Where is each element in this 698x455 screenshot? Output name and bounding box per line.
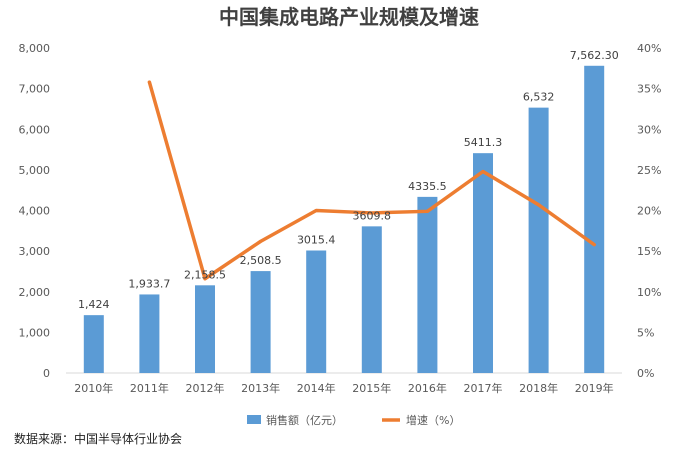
growth-point — [537, 203, 541, 207]
bar-data-label: 4335.5 — [408, 180, 447, 193]
growth-point — [370, 211, 374, 215]
bar — [83, 315, 104, 373]
bar-data-label: 6,532 — [523, 91, 555, 104]
y-right-tick-label: 35% — [637, 83, 661, 96]
bar — [417, 196, 438, 373]
legend-line-label: 增速（%） — [406, 413, 460, 427]
bar — [361, 226, 382, 373]
x-tick-label: 2019年 — [575, 381, 614, 395]
x-tick-label: 2018年 — [519, 381, 558, 395]
x-tick-label: 2016年 — [408, 381, 447, 395]
y-right-tick-label: 20% — [637, 205, 661, 218]
bar-data-label: 1,424 — [78, 298, 110, 311]
growth-point — [592, 243, 596, 247]
bar — [306, 250, 327, 373]
bar — [473, 153, 493, 373]
source-note: 数据来源：中国半导体行业协会 — [14, 432, 183, 446]
y-left-tick-label: 7,000 — [19, 83, 51, 96]
y-right-tick-label: 10% — [637, 286, 661, 299]
y-left-tick-label: 4,000 — [19, 205, 51, 218]
chart-title: 中国集成电路产业规模及增速 — [219, 5, 479, 29]
y-right-tick-label: 0% — [637, 367, 654, 380]
growth-point — [314, 209, 318, 212]
x-tick-label: 2013年 — [241, 381, 280, 395]
y-right-tick-label: 40% — [637, 42, 661, 55]
y-right-tick-label: 15% — [637, 245, 661, 258]
bar-data-label: 2,508.5 — [240, 254, 282, 267]
x-tick-label: 2015年 — [352, 381, 391, 395]
x-tick-label: 2011年 — [130, 381, 169, 395]
x-tick-label: 2010年 — [74, 381, 113, 395]
y-right-tick-label: 5% — [637, 326, 654, 339]
y-left-tick-label: 5,000 — [19, 164, 51, 177]
bar-data-label: 3015.4 — [297, 233, 336, 246]
y-left-tick-label: 0 — [43, 367, 50, 380]
legend-bar-swatch — [247, 415, 261, 424]
x-tick-label: 2014年 — [297, 381, 336, 395]
bar-data-label: 2,158.5 — [184, 268, 226, 281]
y-right-tick-label: 30% — [637, 123, 661, 136]
x-tick-label: 2012年 — [186, 381, 225, 395]
bar — [250, 271, 271, 373]
legend: 销售额（亿元） 增速（%） — [247, 413, 460, 427]
bar-data-label: 1,933.7 — [128, 277, 170, 290]
bar-data-label: 3609.8 — [353, 209, 392, 222]
legend-bar-label: 销售额（亿元） — [266, 413, 343, 427]
axes: 0 1,000 2,000 3,000 4,000 5,000 6,000 7,000 8,00… — [19, 42, 662, 395]
y-left-tick-label: 2,000 — [19, 286, 51, 299]
growth-point — [259, 239, 263, 243]
growth-point — [147, 80, 151, 84]
growth-line — [147, 80, 596, 281]
y-left-tick-label: 6,000 — [19, 123, 51, 136]
growth-point — [203, 277, 207, 281]
bar — [584, 65, 605, 374]
growth-point — [425, 209, 429, 213]
y-left-tick-label: 8,000 — [19, 42, 51, 55]
growth-point — [481, 170, 485, 173]
bar — [528, 107, 549, 373]
bar-data-label: 5411.3 — [464, 136, 503, 149]
x-tick-label: 2017年 — [464, 381, 503, 395]
bar — [139, 294, 160, 373]
bar-data-label: 7,562.30 — [570, 49, 619, 62]
data-labels: 1,424 1,933.7 2,158.5 2,508.5 3015.4 3609.8 43… — [78, 49, 619, 311]
y-left-tick-label: 3,000 — [19, 245, 51, 258]
y-right-tick-label: 25% — [637, 164, 661, 177]
bars — [83, 65, 605, 374]
y-left-tick-label: 1,000 — [19, 326, 51, 339]
bar — [195, 285, 215, 373]
